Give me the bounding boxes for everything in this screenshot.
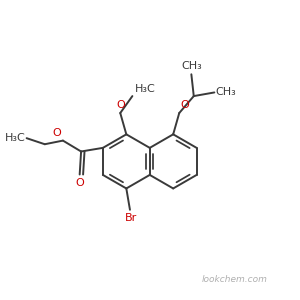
Text: O: O (53, 128, 62, 138)
Text: CH₃: CH₃ (181, 61, 202, 71)
Text: O: O (75, 178, 84, 188)
Text: H₃C: H₃C (135, 84, 155, 94)
Text: Br: Br (124, 213, 136, 223)
Text: lookchem.com: lookchem.com (202, 275, 268, 284)
Text: O: O (116, 100, 124, 110)
Text: O: O (181, 100, 189, 110)
Text: H₃C: H₃C (4, 133, 25, 143)
Text: CH₃: CH₃ (216, 87, 236, 98)
